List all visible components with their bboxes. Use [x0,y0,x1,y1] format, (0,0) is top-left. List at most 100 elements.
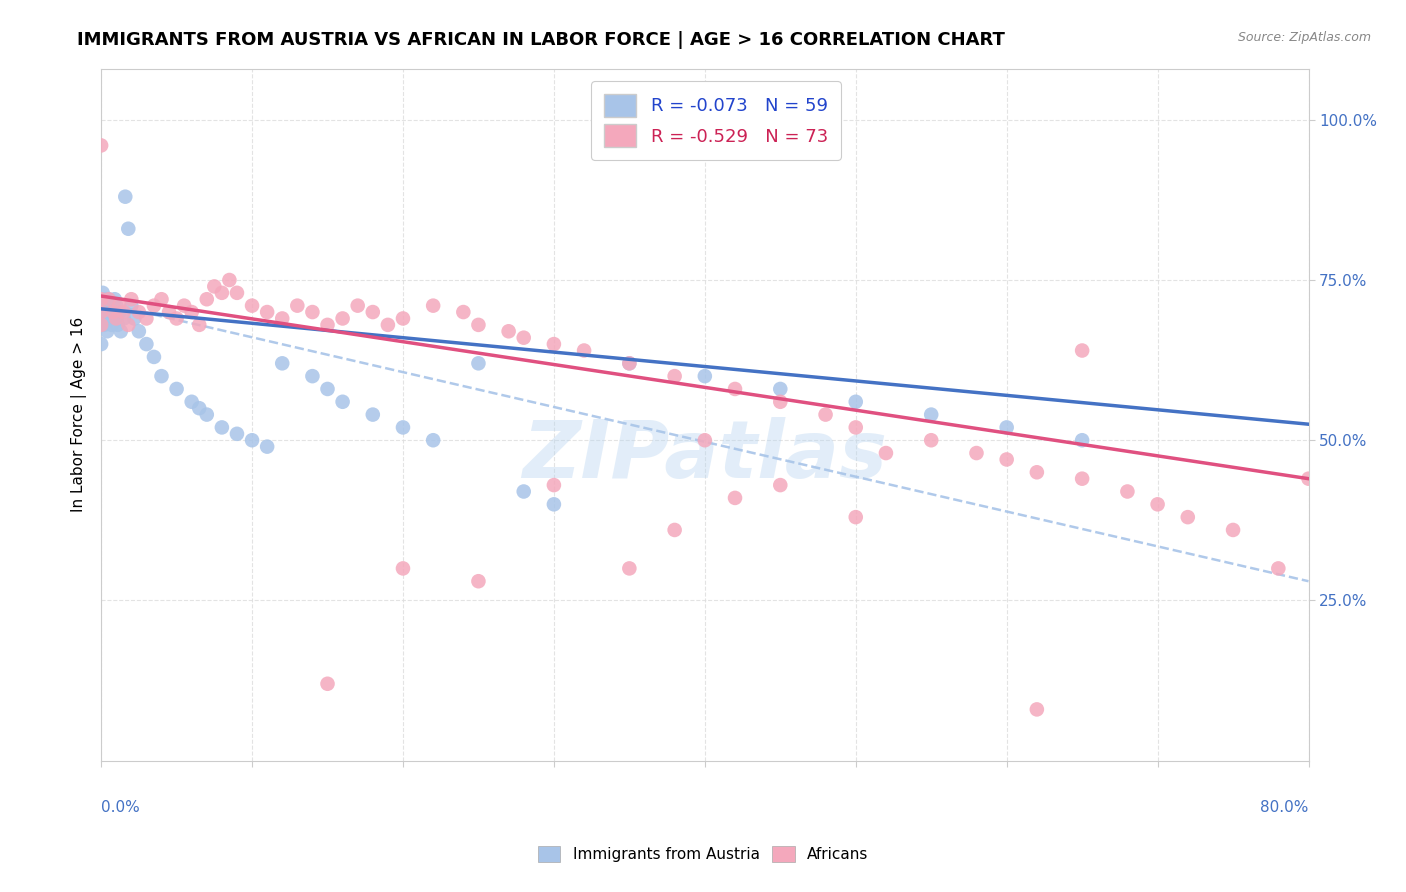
Point [845,420,868,434]
Point [108,299,131,313]
Point [619,561,641,575]
Point [361,305,384,319]
Text: 0.0%: 0.0% [101,799,139,814]
Point [422,434,444,448]
Text: Source: ZipAtlas.com: Source: ZipAtlas.com [1237,31,1371,45]
Point [422,299,444,313]
Point [218,273,240,287]
Point [96,299,118,313]
Point [157,305,180,319]
Point [875,446,897,460]
Point [105,299,128,313]
Point [664,523,686,537]
Point [664,369,686,384]
Point [498,324,520,338]
Point [572,343,595,358]
Point [467,318,489,332]
Point [114,190,136,204]
Point [90,337,112,351]
Point [104,292,127,306]
Point [128,305,150,319]
Point [142,350,165,364]
Point [124,311,146,326]
Point [271,311,294,326]
Point [512,484,534,499]
Point [226,426,249,441]
Point [135,311,157,326]
Point [377,318,399,332]
Point [920,408,942,422]
Point [173,299,195,313]
Point [724,491,747,505]
Point [112,311,135,326]
Point [316,677,339,691]
Point [98,299,121,313]
Point [112,305,135,319]
Point [108,305,131,319]
Point [256,305,278,319]
Point [966,446,988,460]
Text: 80.0%: 80.0% [1260,799,1309,814]
Point [361,408,384,422]
Point [188,318,211,332]
Point [1177,510,1199,524]
Point [90,292,112,306]
Point [90,138,112,153]
Point [211,420,233,434]
Point [117,318,139,332]
Point [105,311,128,326]
Point [97,305,120,319]
Point [90,318,112,332]
Point [117,221,139,235]
Point [240,434,263,448]
Point [103,305,125,319]
Point [724,382,747,396]
Point [202,279,225,293]
Point [467,574,489,589]
Point [96,324,118,338]
Point [90,292,112,306]
Point [467,356,489,370]
Point [301,369,323,384]
Point [301,305,323,319]
Point [90,305,112,319]
Point [619,356,641,370]
Point [1071,343,1094,358]
Point [91,311,114,326]
Point [90,318,112,332]
Point [100,318,122,332]
Point [226,285,249,300]
Point [392,311,415,326]
Text: ZIPatlas: ZIPatlas [522,417,887,495]
Point [91,299,114,313]
Y-axis label: In Labor Force | Age > 16: In Labor Force | Age > 16 [72,317,87,512]
Point [392,420,415,434]
Point [920,434,942,448]
Point [128,324,150,338]
Point [135,337,157,351]
Point [769,478,792,492]
Point [1298,472,1320,486]
Point [543,497,565,511]
Point [103,305,125,319]
Point [98,311,121,326]
Point [211,285,233,300]
Point [995,452,1018,467]
Point [1025,465,1047,479]
Point [188,401,211,416]
Point [1071,472,1094,486]
Point [166,311,188,326]
Point [97,292,120,306]
Point [1146,497,1168,511]
Point [150,292,173,306]
Point [94,292,117,306]
Point [142,299,165,313]
Point [90,305,112,319]
Point [91,285,114,300]
Text: IMMIGRANTS FROM AUSTRIA VS AFRICAN IN LABOR FORCE | AGE > 16 CORRELATION CHART: IMMIGRANTS FROM AUSTRIA VS AFRICAN IN LA… [77,31,1005,49]
Point [107,318,129,332]
Point [316,318,339,332]
Legend: Immigrants from Austria, Africans: Immigrants from Austria, Africans [531,840,875,868]
Point [1071,434,1094,448]
Point [105,311,128,326]
